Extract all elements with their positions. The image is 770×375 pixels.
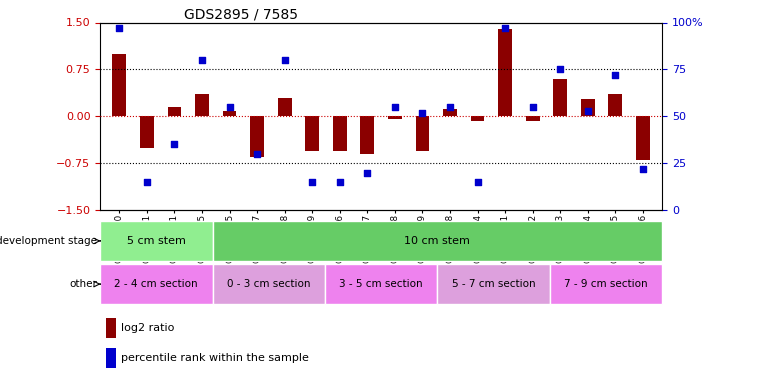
Bar (213, 221, 662, 261)
Bar (388, 116, 402, 119)
Point (333, 179, 346, 185)
Bar (213, 264, 325, 304)
Bar (416, 116, 430, 151)
Bar (306, 116, 319, 151)
Bar (168, 107, 182, 116)
Point (113, 25, 126, 31)
Text: 5 cm stem: 5 cm stem (127, 236, 186, 246)
Text: 3 - 5 cm section: 3 - 5 cm section (340, 279, 423, 289)
Point (527, 104, 539, 110)
Bar (195, 94, 209, 116)
Bar (360, 116, 374, 154)
Point (581, 108, 594, 114)
Text: 0 - 3 cm section: 0 - 3 cm section (227, 279, 310, 289)
Bar (105, 318, 116, 338)
Text: other: other (69, 279, 97, 289)
Point (223, 104, 236, 110)
Bar (498, 29, 512, 116)
Bar (100, 221, 213, 261)
Bar (554, 79, 567, 116)
Bar (278, 98, 292, 116)
Bar (526, 116, 540, 121)
Bar (223, 111, 236, 116)
Point (306, 179, 319, 185)
Point (444, 104, 456, 110)
Text: 2 - 4 cm section: 2 - 4 cm section (115, 279, 198, 289)
Bar (636, 116, 650, 160)
Point (417, 110, 429, 116)
Bar (140, 116, 154, 147)
Bar (112, 54, 126, 116)
Bar (105, 348, 116, 368)
Bar (444, 109, 457, 116)
Bar (581, 99, 594, 116)
Text: 10 cm stem: 10 cm stem (404, 236, 470, 246)
Text: log2 ratio: log2 ratio (122, 323, 175, 333)
Point (499, 25, 511, 31)
Bar (325, 264, 437, 304)
Bar (100, 264, 213, 304)
Text: percentile rank within the sample: percentile rank within the sample (122, 353, 310, 363)
Bar (608, 94, 622, 116)
Bar (470, 116, 484, 121)
Point (389, 104, 401, 110)
Point (554, 66, 567, 72)
Text: 7 - 9 cm section: 7 - 9 cm section (564, 279, 648, 289)
Point (279, 57, 291, 63)
Bar (333, 116, 346, 151)
Point (361, 170, 373, 176)
Point (169, 141, 181, 147)
Text: 5 - 7 cm section: 5 - 7 cm section (452, 279, 535, 289)
Point (637, 166, 649, 172)
Point (251, 151, 263, 157)
Point (141, 179, 153, 185)
Point (471, 179, 484, 185)
Bar (437, 264, 550, 304)
Text: development stage: development stage (0, 236, 97, 246)
Point (609, 72, 621, 78)
Bar (550, 264, 662, 304)
Point (196, 57, 208, 63)
Bar (250, 116, 264, 157)
Text: GDS2895 / 7585: GDS2895 / 7585 (185, 8, 299, 21)
